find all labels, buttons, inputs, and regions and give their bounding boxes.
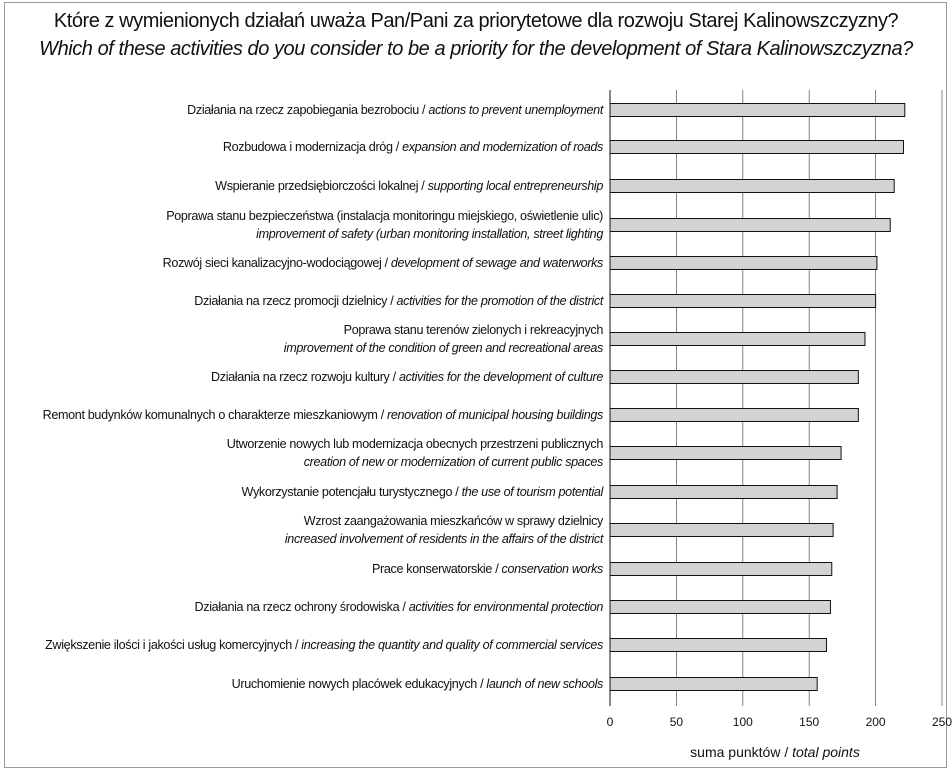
bar-10	[609, 485, 838, 499]
category-label-4: Rozwój sieci kanalizacyjno-wodociągowej …	[163, 256, 604, 270]
bar-5	[609, 294, 877, 308]
category-label-5: Działania na rzecz promocji dzielnicy / …	[194, 294, 604, 308]
category-label-14: Zwiększenie ilości i jakości usług komer…	[45, 638, 604, 652]
bar-8	[609, 408, 859, 422]
category-label-11-line-0: Wzrost zaangażowania mieszkańców w spraw…	[304, 514, 604, 528]
category-label-15: Uruchomienie nowych placówek edukacyjnyc…	[232, 677, 604, 691]
category-label-2: Wspieranie przedsiębiorczości lokalnej /…	[215, 179, 603, 193]
category-label-9-line-1: creation of new or modernization of curr…	[304, 455, 604, 469]
bar-2	[609, 179, 895, 193]
category-label-0: Działania na rzecz zapobiegania bezroboc…	[187, 103, 604, 117]
category-label-1: Rozbudowa i modernizacja dróg / expansio…	[223, 140, 604, 154]
bar-13	[609, 600, 831, 614]
chart-title: Które z wymienionych działań uważa Pan/P…	[53, 10, 899, 32]
x-tick-label-2: 100	[733, 715, 753, 729]
category-label-6-line-0: Poprawa stanu terenów zielonych i rekrea…	[344, 323, 604, 337]
x-tick-label-1: 50	[670, 715, 684, 729]
bar-15	[609, 677, 818, 691]
bar-9	[609, 446, 842, 460]
bar-11	[609, 523, 834, 537]
category-label-10: Wykorzystanie potencjału turystycznego /…	[242, 485, 605, 499]
x-tick-label-4: 200	[866, 715, 886, 729]
bar-0	[609, 103, 906, 117]
bar-12	[609, 562, 833, 576]
x-tick-label-0: 0	[607, 715, 614, 729]
category-label-3-line-1: improvement of safety (urban monitoring …	[256, 227, 603, 241]
category-label-3-line-0: Poprawa stanu bezpieczeństwa (instalacja…	[166, 209, 603, 223]
category-label-13: Działania na rzecz ochrony środowiska / …	[195, 600, 604, 614]
bar-7	[609, 370, 859, 384]
x-tick-label-5: 250	[932, 715, 952, 729]
x-axis-title: suma punktów / total points	[690, 744, 860, 760]
category-label-11-line-1: increased involvement of residents in th…	[285, 532, 604, 546]
category-label-12: Prace konserwatorskie / conservation wor…	[372, 562, 604, 576]
chart-subtitle: Which of these activities do you conside…	[39, 38, 913, 60]
category-label-8: Remont budynków komunalnych o charakterz…	[43, 408, 604, 422]
category-label-6-line-1: improvement of the condition of green an…	[284, 341, 604, 355]
bar-3	[609, 218, 891, 232]
x-tick-label-3: 150	[799, 715, 819, 729]
category-label-9-line-0: Utworzenie nowych lub modernizacja obecn…	[227, 437, 604, 451]
bar-4	[609, 256, 878, 270]
bar-1	[609, 140, 904, 154]
bar-6	[609, 332, 866, 346]
category-label-7: Działania na rzecz rozwoju kultury / act…	[211, 370, 603, 384]
bar-14	[609, 638, 827, 652]
chart-frame	[4, 2, 947, 768]
